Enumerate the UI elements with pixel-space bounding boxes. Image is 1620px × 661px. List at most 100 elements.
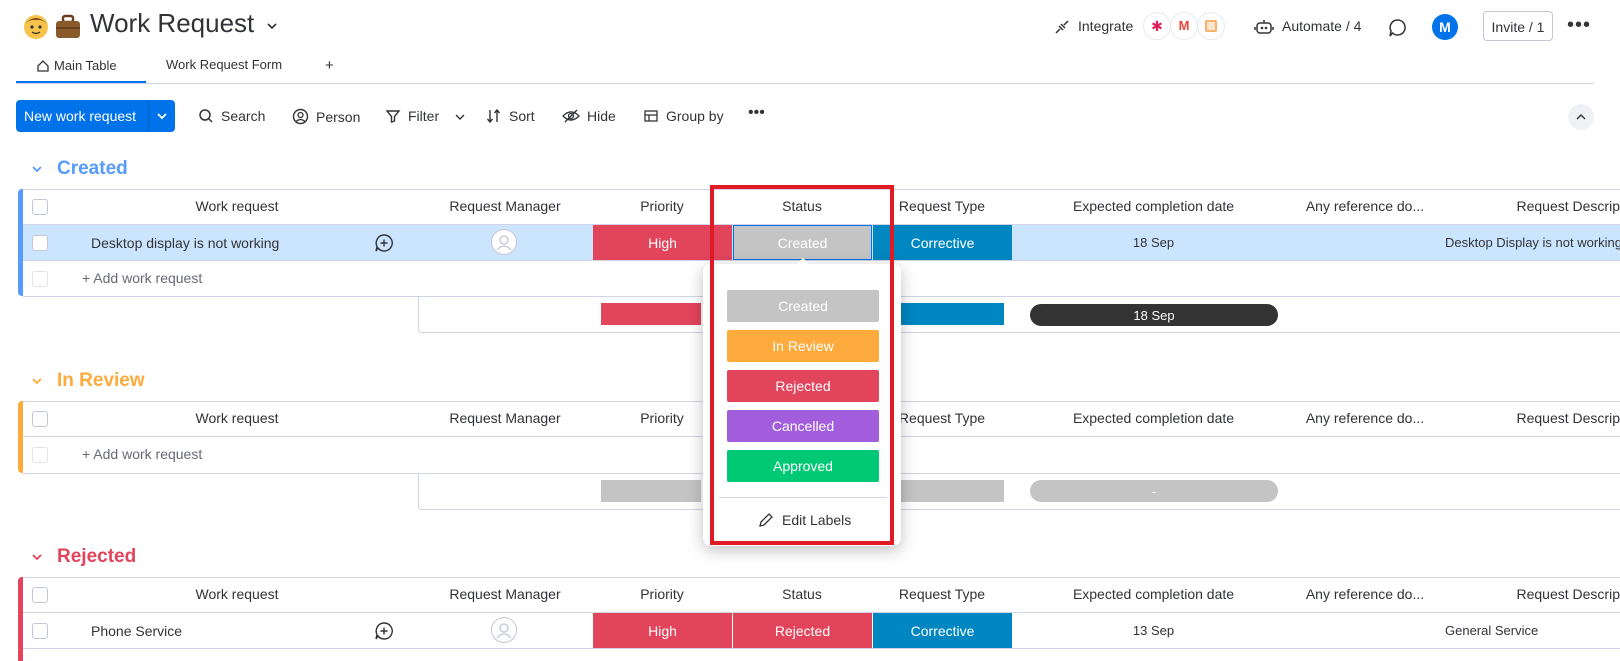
integrate-button[interactable]: Integrate [1078, 18, 1134, 34]
request-type-cell[interactable]: Corrective [873, 613, 1012, 648]
status-option-created[interactable]: Created [727, 290, 879, 322]
column-header-request-manager[interactable]: Request Manager [449, 198, 561, 214]
column-header-expected-completion-date[interactable]: Expected completion date [1072, 586, 1235, 602]
column-header-request-type[interactable]: Request Type [898, 586, 986, 602]
priority-summary-bar[interactable] [601, 480, 701, 502]
new-work-request-button[interactable]: New work request [16, 100, 174, 132]
column-header-request-description[interactable]: Request Descrip [1516, 410, 1620, 426]
filter-chevron-icon[interactable] [454, 111, 466, 123]
person-avatar-placeholder[interactable] [491, 617, 517, 643]
integration-apps[interactable]: ✱ M [1143, 12, 1225, 40]
column-header-priority[interactable]: Priority [640, 586, 684, 602]
select-all-checkbox[interactable] [32, 587, 48, 603]
priority-cell[interactable]: High [593, 225, 732, 260]
column-header-priority[interactable]: Priority [640, 410, 684, 426]
tab-main-table[interactable]: Main Table [54, 58, 117, 73]
status-option-approved[interactable]: Approved [727, 450, 879, 482]
column-header-priority[interactable]: Priority [640, 198, 684, 214]
person-filter-button[interactable]: Person [292, 108, 360, 125]
column-header-reference-docs[interactable]: Any reference do... [1305, 410, 1425, 426]
group-color-bar [18, 401, 23, 473]
status-cell[interactable]: Created [733, 225, 872, 260]
person-label: Person [316, 108, 361, 125]
date-summary-pill[interactable]: 18 Sep [1030, 304, 1278, 326]
select-all-checkbox[interactable] [32, 411, 48, 427]
automate-button[interactable]: Automate / 4 [1282, 18, 1362, 34]
row-checkbox[interactable] [32, 623, 48, 639]
column-header-work-request[interactable]: Work request [195, 586, 279, 602]
new-work-request-label[interactable]: New work request [24, 108, 137, 124]
tab-work-request-form[interactable]: Work Request Form [166, 57, 283, 72]
integrate-icon[interactable] [1053, 18, 1071, 36]
toolbar-more-icon[interactable]: ••• [748, 104, 765, 121]
description-cell[interactable]: Desktop Display is not working [1445, 235, 1620, 250]
dropdown-divider [719, 497, 887, 498]
column-header-request-type[interactable]: Request Type [898, 198, 986, 214]
column-header-status[interactable]: Status [782, 586, 822, 602]
select-all-checkbox[interactable] [32, 199, 48, 215]
column-header-request-description[interactable]: Request Descrip [1516, 586, 1620, 602]
user-avatar[interactable]: M [1432, 14, 1458, 40]
item-name[interactable]: Phone Service [91, 623, 183, 639]
type-summary-bar[interactable] [900, 480, 1004, 502]
chevron-down-icon[interactable] [265, 19, 279, 33]
group-collapse-chevron-icon[interactable] [30, 550, 44, 564]
column-header-expected-completion-date[interactable]: Expected completion date [1072, 410, 1235, 426]
column-header-request-type[interactable]: Request Type [898, 410, 986, 426]
group-collapse-chevron-icon[interactable] [30, 374, 44, 388]
priority-cell[interactable]: High [593, 613, 732, 648]
filter-label: Filter [408, 108, 440, 124]
column-header-work-request[interactable]: Work request [195, 198, 279, 214]
column-header-request-manager[interactable]: Request Manager [449, 586, 561, 602]
status-option-cancelled[interactable]: Cancelled [727, 410, 879, 442]
hide-label: Hide [587, 108, 616, 124]
person-icon [292, 108, 309, 125]
group-title-rejected[interactable]: Rejected [57, 546, 137, 567]
group-title-in-review[interactable]: In Review [57, 370, 145, 391]
type-summary-bar[interactable] [900, 303, 1004, 325]
row-checkbox[interactable] [32, 235, 48, 251]
group-by-button[interactable]: Group by [643, 108, 724, 124]
add-item-input[interactable]: + Add work request [82, 446, 203, 462]
add-update-icon[interactable] [374, 621, 394, 641]
status-cell[interactable]: Rejected [733, 613, 872, 648]
group-collapse-chevron-icon[interactable] [30, 162, 44, 176]
edit-labels-button[interactable]: Edit Labels [758, 512, 851, 528]
add-view-button[interactable]: + [325, 57, 334, 74]
column-header-expected-completion-date[interactable]: Expected completion date [1072, 198, 1235, 214]
edit-labels-label: Edit Labels [782, 512, 852, 528]
more-options-icon[interactable]: ••• [1567, 14, 1592, 36]
column-header-work-request[interactable]: Work request [195, 410, 279, 426]
hide-button[interactable]: Hide [562, 108, 616, 124]
add-item-input[interactable]: + Add work request [82, 270, 203, 286]
filter-button[interactable]: Filter [385, 108, 439, 124]
board-title[interactable]: Work Request [90, 8, 255, 38]
item-name[interactable]: Desktop display is not working [91, 235, 280, 251]
invite-button[interactable]: Invite / 1 [1483, 11, 1553, 41]
person-avatar-placeholder[interactable] [491, 229, 517, 255]
priority-summary-bar[interactable] [601, 303, 701, 325]
column-header-request-description[interactable]: Request Descrip [1516, 198, 1620, 214]
status-option-in-review[interactable]: In Review [727, 330, 879, 362]
date-summary-pill[interactable]: - [1030, 480, 1278, 502]
grid-line [23, 224, 1620, 225]
column-header-reference-docs[interactable]: Any reference do... [1305, 198, 1425, 214]
group-by-label: Group by [666, 108, 724, 124]
collapse-header-button[interactable] [1568, 104, 1594, 130]
group-title-created[interactable]: Created [57, 158, 128, 179]
column-header-reference-docs[interactable]: Any reference do... [1305, 586, 1425, 602]
status-option-rejected[interactable]: Rejected [727, 370, 879, 402]
chat-icon[interactable] [1388, 18, 1408, 38]
column-header-request-manager[interactable]: Request Manager [449, 410, 561, 426]
group-color-bar [18, 577, 23, 661]
date-cell[interactable]: 13 Sep [1132, 623, 1175, 638]
column-header-status[interactable]: Status [782, 198, 822, 214]
new-item-dropdown-button[interactable] [148, 100, 175, 132]
sort-button[interactable]: Sort [486, 108, 535, 124]
search-button[interactable]: Search [198, 108, 265, 124]
add-update-icon[interactable] [374, 233, 394, 253]
description-cell[interactable]: General Service [1445, 623, 1539, 638]
date-cell[interactable]: 18 Sep [1132, 235, 1175, 250]
robot-icon[interactable] [1254, 18, 1274, 36]
request-type-cell[interactable]: Corrective [873, 225, 1012, 260]
